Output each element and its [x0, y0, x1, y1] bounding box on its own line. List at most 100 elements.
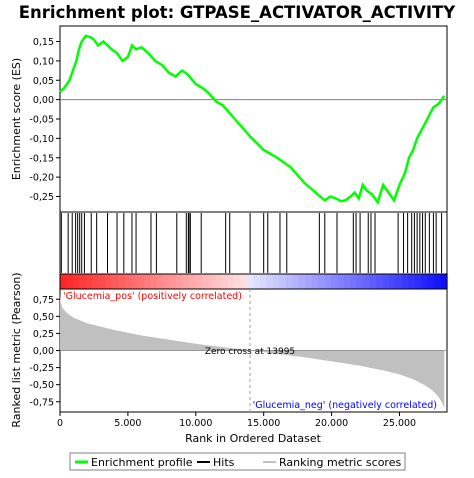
x-tick-label: 20.000 — [315, 418, 348, 429]
color-bar-segment — [427, 274, 435, 289]
metric-y-tick-label: 0,75 — [33, 295, 54, 306]
color-bar-segment — [98, 274, 106, 289]
color-bar-segment — [163, 274, 171, 289]
color-bar-segment — [376, 274, 384, 289]
color-bar-segment — [195, 274, 203, 289]
color-bar-segment — [221, 274, 229, 289]
es-y-tick-label: -0,15 — [29, 153, 54, 164]
color-bar-segment — [143, 274, 151, 289]
color-bar-segment — [150, 274, 158, 289]
legend-frame — [69, 452, 406, 471]
color-bar-segment — [118, 274, 126, 289]
es-y-tick-label: 0,15 — [33, 37, 54, 48]
color-bar-segment — [79, 274, 87, 289]
metric-y-axis-label: Ranked list metric (Pearson) — [10, 272, 23, 427]
x-tick-label: 5.000 — [114, 418, 141, 429]
es-y-tick-label: -0,25 — [29, 192, 54, 203]
legend-enrichment-profile-label: Enrichment profile — [91, 456, 193, 469]
color-bar-segment — [124, 274, 132, 289]
color-bar-segment — [156, 274, 164, 289]
negative-correlation-label: 'Glucemia_neg' (negatively correlated) — [253, 400, 437, 411]
color-bar-segment — [189, 274, 197, 289]
color-bar-segment — [330, 274, 338, 289]
es-y-tick-label: -0,05 — [29, 115, 54, 126]
color-bar-segment — [272, 274, 280, 289]
x-tick-label: 10.000 — [179, 418, 212, 429]
color-bar-segment — [305, 274, 313, 289]
color-bar-segment — [92, 274, 100, 289]
color-bar-segment — [259, 274, 267, 289]
color-bar-segment — [440, 274, 448, 289]
enrichment-profile-line — [59, 34, 446, 206]
es-y-tick-label: -0,20 — [29, 173, 54, 184]
color-bar-segment — [208, 274, 216, 289]
color-bar-segment — [388, 274, 396, 289]
legend-hits-label: Hits — [213, 456, 235, 469]
es-y-axis-label: Enrichment score (ES) — [10, 58, 23, 180]
ranking-metric-area — [60, 294, 445, 409]
color-bar-segment — [111, 274, 119, 289]
x-tick-label: 15.000 — [247, 418, 280, 429]
color-bar-segment — [311, 274, 319, 289]
metric-y-tick-label: 0,50 — [33, 312, 54, 323]
x-tick-label: 0 — [57, 418, 63, 429]
color-bar-segment — [408, 274, 416, 289]
color-bar-segment — [201, 274, 209, 289]
color-bar-segment — [266, 274, 274, 289]
es-y-tick-label: -0,10 — [29, 134, 54, 145]
color-bar-segment — [214, 274, 222, 289]
es-y-tick-label: 0,10 — [33, 56, 54, 67]
color-bar-segment — [247, 274, 255, 289]
chart-title: Enrichment plot: GTPASE_ACTIVATOR_ACTIVI… — [19, 3, 456, 22]
color-bar-segment — [285, 274, 293, 289]
metric-y-tick-label: -0,75 — [29, 397, 54, 408]
color-bar-segment — [176, 274, 184, 289]
color-bar-segment — [382, 274, 390, 289]
color-bar-segment — [363, 274, 371, 289]
legend: Enrichment profile Hits Ranking metric s… — [69, 452, 406, 471]
color-bar-segment — [105, 274, 113, 289]
color-bar-segment — [421, 274, 429, 289]
es-y-ticks: 0,15 0,10 0,05 0,00 -0,05 -0,10 -0,15 -0,20 -0,2… — [29, 37, 60, 203]
metric-y-tick-label: -0,25 — [29, 363, 54, 374]
zero-cross-label: Zero cross at 13995 — [205, 347, 295, 357]
color-bar-segment — [85, 274, 93, 289]
color-bar-segment — [137, 274, 145, 289]
color-bar-segment — [182, 274, 190, 289]
color-bar-segment — [369, 274, 377, 289]
color-bar-segment — [434, 274, 442, 289]
color-bar-segment — [66, 274, 74, 289]
color-bar-segment — [395, 274, 403, 289]
color-bar-segment — [227, 274, 235, 289]
x-axis-label: Rank in Ordered Dataset — [185, 432, 322, 445]
color-bar-segment — [414, 274, 422, 289]
ranking-color-bar — [60, 274, 448, 289]
color-bar-segment — [350, 274, 358, 289]
color-bar-segment — [318, 274, 326, 289]
hits-panel-frame — [59, 211, 448, 275]
color-bar-segment — [324, 274, 332, 289]
metric-y-tick-label: 0,00 — [33, 346, 54, 357]
color-bar-segment — [169, 274, 177, 289]
color-bar-segment — [234, 274, 242, 289]
color-bar-segment — [130, 274, 138, 289]
x-tick-label: 25.000 — [383, 418, 416, 429]
color-bar-segment — [298, 274, 306, 289]
legend-ranking-metric-label: Ranking metric scores — [279, 456, 401, 469]
es-panel-frame — [59, 25, 448, 213]
color-bar-segment — [60, 274, 68, 289]
metric-y-ticks: 0,75 0,50 0,25 0,00 -0,25 -0,50 -0,75 — [29, 295, 60, 408]
color-bar-segment — [253, 274, 261, 289]
color-bar-segment — [356, 274, 364, 289]
color-bar-segment — [240, 274, 248, 289]
color-bar-segment — [401, 274, 409, 289]
positive-correlation-label: 'Glucemia_pos' (positively correlated) — [63, 291, 242, 302]
es-y-tick-label: 0,00 — [33, 95, 54, 106]
metric-y-tick-label: 0,25 — [33, 329, 54, 340]
hits-marks — [60, 213, 443, 273]
color-bar-segment — [343, 274, 351, 289]
es-y-tick-label: 0,05 — [33, 76, 54, 87]
color-bar-segment — [72, 274, 80, 289]
